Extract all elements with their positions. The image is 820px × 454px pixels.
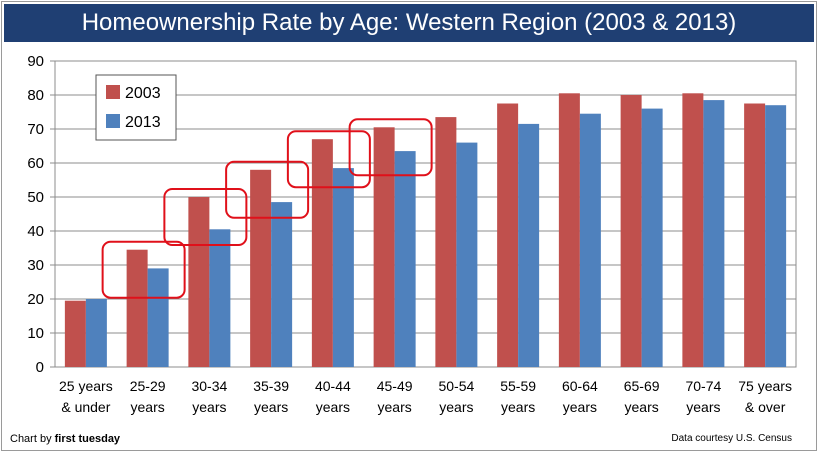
- x-tick-label: 40-44: [315, 378, 351, 394]
- bar-2003-4: [311, 139, 333, 367]
- bar-2003-5: [373, 127, 395, 367]
- highlight-box: [101, 240, 186, 299]
- bar-2003-1: [126, 249, 148, 367]
- y-tick-label: 50: [27, 189, 44, 206]
- bar-2003-0: [64, 300, 86, 367]
- bar-2003-2: [188, 197, 210, 367]
- x-tick-label: years: [563, 399, 597, 415]
- x-tick-label: years: [316, 399, 350, 415]
- legend-swatch-2003: [106, 85, 120, 99]
- x-tick-label: 45-49: [377, 378, 413, 394]
- bar-2013-10: [703, 100, 725, 367]
- bar-2013-4: [332, 168, 354, 367]
- y-tick-label: 90: [27, 53, 44, 70]
- y-tick-label: 70: [27, 121, 44, 138]
- bar-2003-11: [744, 103, 766, 367]
- y-tick-label: 0: [36, 359, 44, 376]
- plot-area: [54, 60, 797, 368]
- x-tick-label: 30-34: [191, 378, 227, 394]
- bar-2013-6: [456, 142, 478, 367]
- x-tick-label: & under: [61, 399, 110, 415]
- bar-2013-11: [765, 105, 787, 367]
- chart-credit: Chart by first tuesday: [10, 433, 120, 445]
- x-tick-label: 60-64: [562, 378, 598, 394]
- legend-label-2003: 2003: [125, 85, 161, 102]
- x-tick-label: years: [378, 399, 412, 415]
- x-tick-label: 65-69: [624, 378, 660, 394]
- credit-brand: first tuesday: [54, 433, 121, 445]
- x-tick-label: 25 years: [59, 378, 113, 394]
- x-tick-label: 75 years: [738, 378, 792, 394]
- credit-prefix: Chart by: [10, 433, 52, 445]
- bar-2013-5: [394, 151, 416, 367]
- y-tick-label: 20: [27, 291, 44, 308]
- x-tick-label: 35-39: [253, 378, 289, 394]
- x-tick-label: years: [131, 399, 165, 415]
- bar-2003-3: [250, 169, 272, 367]
- bar-2003-7: [497, 103, 519, 367]
- bar-2013-3: [271, 202, 293, 367]
- x-tick-label: years: [625, 399, 659, 415]
- y-tick-label: 40: [27, 223, 44, 240]
- bar-2003-6: [435, 117, 457, 367]
- x-tick-label: 55-59: [500, 378, 536, 394]
- bar-2013-2: [209, 229, 231, 367]
- x-tick-label: years: [254, 399, 288, 415]
- legend-swatch-2013: [106, 114, 120, 128]
- bar-2013-7: [518, 123, 540, 368]
- bar-2013-0: [85, 299, 107, 367]
- chart-title: Homeownership Rate by Age: Western Regio…: [4, 4, 814, 42]
- x-tick-label: years: [501, 399, 535, 415]
- x-tick-label: years: [439, 399, 473, 415]
- bar-2003-10: [682, 93, 704, 368]
- y-tick-label: 10: [27, 325, 44, 342]
- highlight-box: [348, 118, 433, 177]
- x-tick-label: years: [686, 399, 720, 415]
- legend-label-2013: 2013: [125, 114, 161, 131]
- y-tick-label: 80: [27, 87, 44, 104]
- bar-2013-8: [579, 113, 601, 367]
- bar-2003-9: [620, 95, 642, 367]
- x-tick-label: 25-29: [130, 378, 166, 394]
- highlight-box: [286, 130, 371, 189]
- bar-2013-1: [147, 268, 169, 367]
- bar-2013-9: [641, 108, 663, 367]
- x-tick-label: 70-74: [685, 378, 721, 394]
- y-tick-label: 60: [27, 155, 44, 172]
- x-tick-label: & over: [745, 399, 786, 415]
- y-tick-label: 30: [27, 257, 44, 274]
- highlight-box: [225, 160, 310, 219]
- x-tick-label: 50-54: [438, 378, 474, 394]
- bar-2003-8: [558, 93, 580, 368]
- x-tick-label: years: [192, 399, 226, 415]
- data-source-credit: Data courtesy U.S. Census: [671, 433, 792, 444]
